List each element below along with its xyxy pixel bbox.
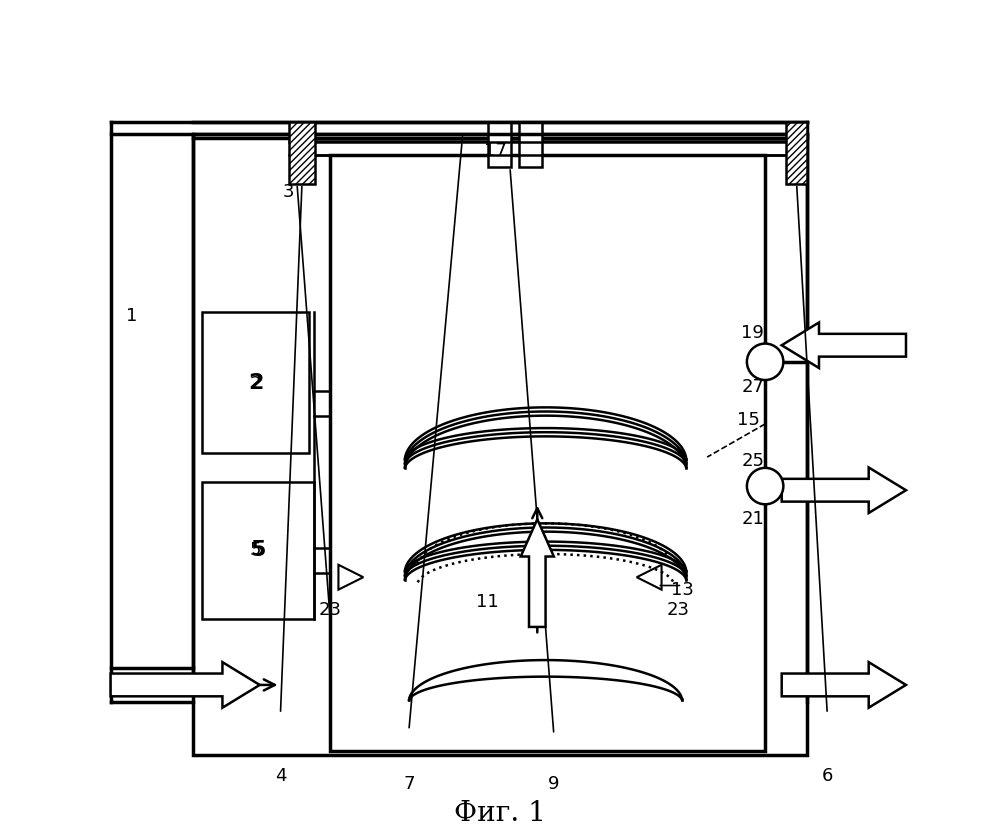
Text: 9: 9 — [548, 775, 560, 794]
Polygon shape — [111, 662, 260, 708]
Text: 1: 1 — [126, 307, 137, 325]
Bar — [330, 155, 765, 751]
Text: 2: 2 — [248, 373, 263, 393]
Bar — [202, 312, 309, 453]
Text: 23: 23 — [319, 602, 342, 619]
Text: 13: 13 — [671, 581, 694, 599]
Text: 19: 19 — [741, 324, 764, 342]
Text: 15: 15 — [737, 411, 760, 428]
Text: 3: 3 — [283, 183, 294, 201]
Text: 4: 4 — [275, 767, 286, 785]
Text: 6: 6 — [822, 767, 833, 785]
Bar — [488, 121, 511, 167]
Text: 11: 11 — [476, 593, 499, 611]
Text: 27: 27 — [741, 378, 764, 396]
Polygon shape — [782, 468, 906, 513]
Text: 5: 5 — [250, 540, 265, 560]
Bar — [519, 121, 542, 167]
Bar — [786, 121, 807, 184]
Text: Фиг. 1: Фиг. 1 — [454, 800, 546, 827]
Text: 2: 2 — [250, 375, 261, 394]
Polygon shape — [782, 662, 906, 708]
Text: 23: 23 — [667, 602, 690, 619]
Text: 25: 25 — [741, 453, 764, 470]
Text: 21: 21 — [741, 510, 764, 528]
Bar — [193, 134, 807, 755]
Circle shape — [747, 344, 783, 380]
Text: 17: 17 — [484, 141, 507, 160]
Text: 5: 5 — [250, 541, 261, 559]
Text: 7: 7 — [403, 775, 415, 794]
Bar — [202, 482, 314, 619]
Circle shape — [747, 468, 783, 504]
Polygon shape — [521, 519, 554, 627]
Bar — [289, 121, 315, 184]
Polygon shape — [782, 323, 906, 368]
